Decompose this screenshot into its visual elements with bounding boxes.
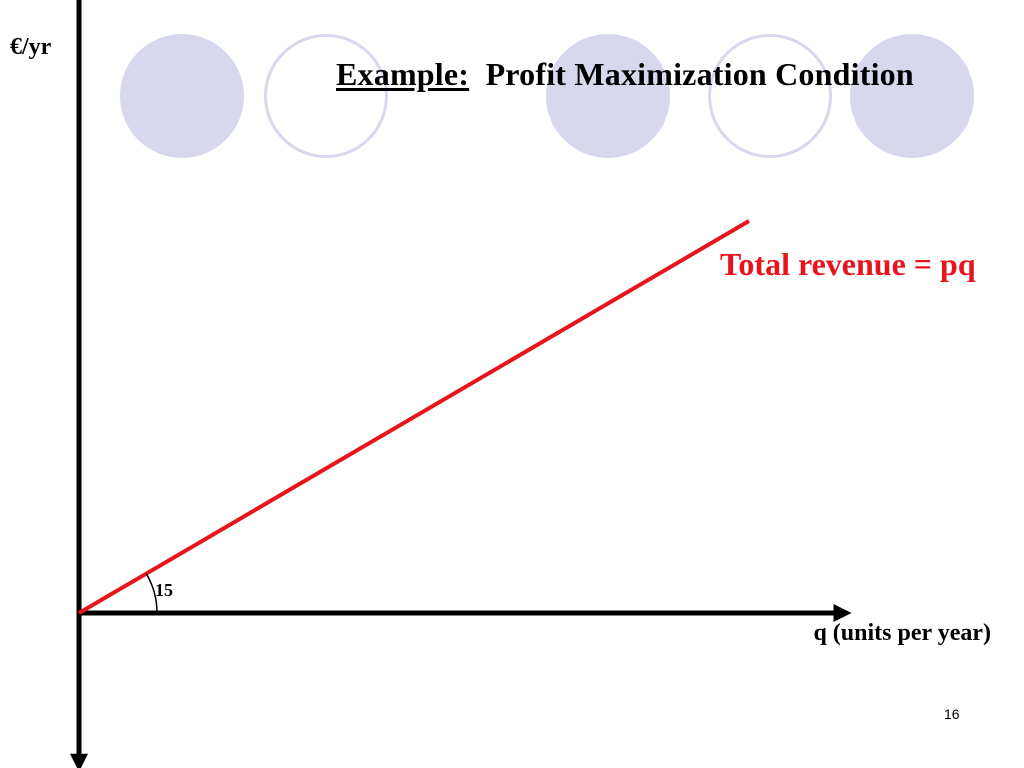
decorative-circle — [546, 34, 670, 158]
title-text: Profit Maximization Condition — [485, 56, 914, 92]
decorative-circle-outline — [264, 34, 388, 158]
total-revenue-line — [77, 219, 751, 615]
angle-arc — [145, 573, 158, 614]
page-number: 16 — [944, 706, 960, 722]
x-axis-arrow-right — [833, 604, 852, 622]
page-title: Example: Profit Maximization Condition — [336, 56, 914, 93]
y-axis-arrow-down — [70, 753, 88, 768]
decorative-circle — [120, 34, 244, 158]
series-label: Total revenue = pq — [720, 246, 976, 282]
decorative-circle — [850, 34, 974, 158]
angle-annotation: 15 — [155, 580, 173, 600]
y-axis-label: €/yr — [10, 34, 52, 60]
x-axis-label: q (units per year) — [813, 620, 991, 646]
title-label: Example: — [336, 56, 470, 92]
decorative-circle-outline — [708, 34, 832, 158]
